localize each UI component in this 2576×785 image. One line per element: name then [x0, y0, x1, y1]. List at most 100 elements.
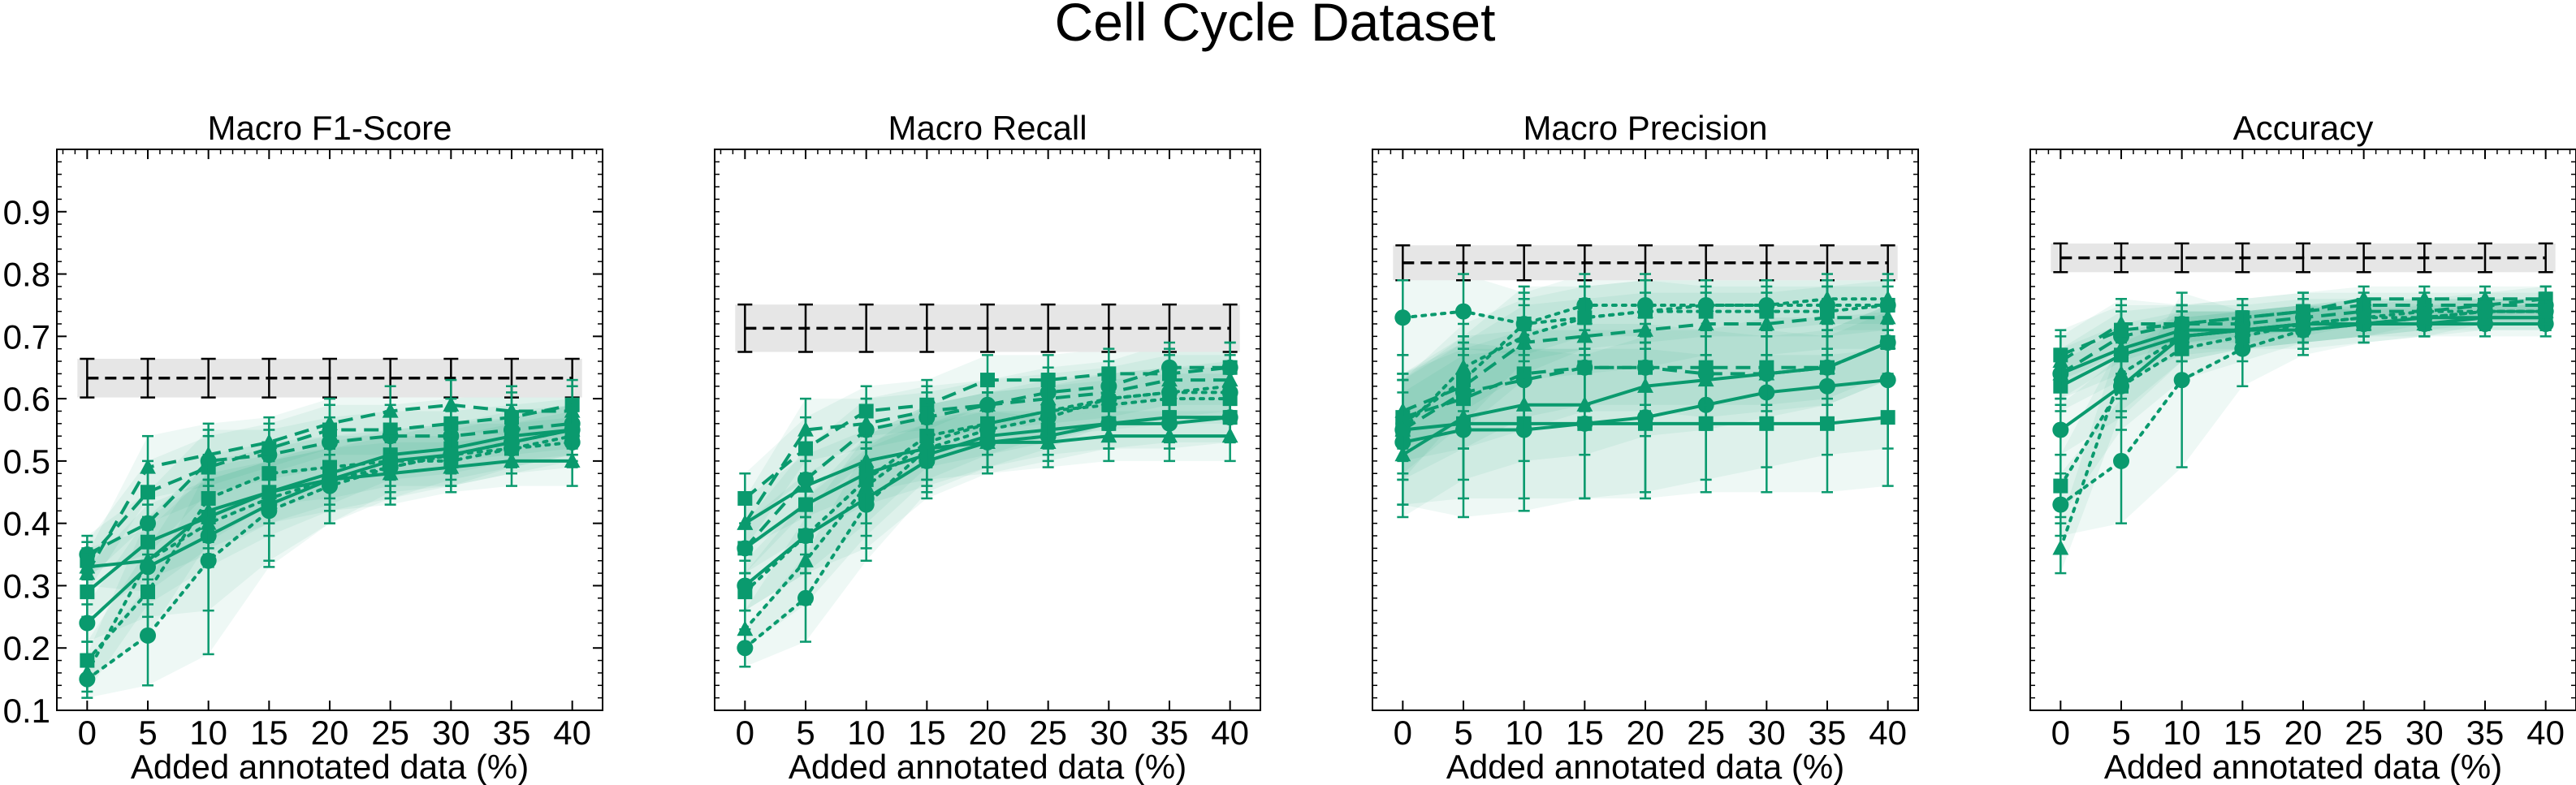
series-9: [2052, 298, 2554, 575]
series-marker: [2416, 290, 2433, 306]
series-marker: [2053, 478, 2068, 494]
series-marker: [1455, 303, 1472, 320]
x-tick-label: 5: [138, 714, 157, 752]
series-line: [743, 378, 1230, 524]
series-marker: [261, 433, 278, 449]
series-marker: [504, 402, 520, 418]
y-tick-label: 0.8: [3, 256, 50, 294]
x-tick-label: 10: [847, 714, 885, 752]
series-marker: [2052, 421, 2069, 438]
series-marker: [737, 620, 754, 636]
series-marker: [1221, 427, 1238, 443]
x-tick-label: 35: [1151, 714, 1189, 752]
series-marker: [261, 490, 278, 506]
series-marker: [140, 458, 156, 474]
x-tick-label: 10: [2163, 714, 2201, 752]
series-marker: [1515, 327, 1532, 343]
series-marker: [918, 433, 936, 449]
series-marker: [1161, 383, 1178, 399]
series-9: [79, 403, 581, 693]
series-marker: [2477, 302, 2493, 318]
series-marker: [979, 415, 996, 430]
series-marker: [1039, 402, 1057, 418]
x-tick-label: 20: [1627, 714, 1665, 752]
x-tick-label: 35: [2466, 714, 2505, 752]
x-axis-label: Added annotated data (%): [1446, 748, 1844, 785]
series-marker: [2295, 315, 2311, 331]
series-marker: [564, 421, 581, 437]
series-marker: [2416, 308, 2433, 325]
series-marker: [2173, 327, 2190, 343]
series-marker: [1455, 358, 1472, 374]
series-marker: [2113, 364, 2129, 381]
series-marker: [2052, 539, 2069, 555]
panel-title: Macro Precision: [1523, 109, 1767, 147]
x-tick-label: 30: [1090, 714, 1128, 752]
x-tick-label: 10: [1505, 714, 1543, 752]
series-marker: [797, 421, 814, 437]
series-marker: [2113, 315, 2129, 331]
y-tick-label: 0.6: [3, 380, 50, 418]
series-marker: [1758, 296, 1775, 313]
x-tick-label: 40: [2526, 714, 2565, 752]
series-9: [737, 360, 1238, 649]
y-tick-label: 0.9: [3, 193, 50, 231]
series-marker: [1820, 416, 1835, 431]
series-marker: [1100, 390, 1117, 406]
x-tick-label: 15: [908, 714, 946, 752]
x-tick-label: 5: [2111, 714, 2130, 752]
chart-panel-1: 0 5 10 15 20 25 30 35 40 0.1 0.2 0.3 0.4 0.5 0.6 0.7 0.8…: [3, 109, 603, 785]
series-marker: [2234, 321, 2251, 337]
y-tick-label: 0.4: [3, 505, 50, 543]
series-marker: [322, 415, 338, 430]
x-tick-label: 20: [2284, 714, 2323, 752]
y-tick-label: 0.3: [3, 567, 50, 605]
y-tick-label: 0.1: [3, 692, 50, 730]
series-marker: [2355, 290, 2372, 306]
series-line: [85, 434, 574, 662]
x-tick-label: 5: [796, 714, 815, 752]
series-marker: [443, 446, 460, 462]
series-marker: [79, 615, 96, 632]
x-tick-label: 0: [2051, 714, 2070, 752]
series-line: [2060, 297, 2546, 357]
x-tick-label: 15: [1566, 714, 1604, 752]
series-marker: [1637, 302, 1653, 318]
panels: 0 5 10 15 20 25 30 35 40 0.1 0.2 0.3 0.4 0.5 0.6 0.7 0.8…: [3, 109, 2576, 785]
x-tick-label: 0: [78, 714, 97, 752]
x-tick-label: 35: [493, 714, 531, 752]
series-marker: [200, 514, 217, 530]
x-tick-label: 25: [1687, 714, 1725, 752]
x-tick-label: 40: [553, 714, 591, 752]
x-tick-label: 25: [371, 714, 409, 752]
series-marker: [1697, 296, 1714, 313]
series-marker: [1880, 410, 1895, 425]
series-marker: [2537, 290, 2554, 306]
x-tick-label: 40: [1869, 714, 1907, 752]
series-marker: [200, 446, 217, 462]
x-tick-label: 0: [1394, 714, 1412, 752]
x-tick-label: 0: [736, 714, 754, 752]
x-tick-label: 30: [432, 714, 470, 752]
x-tick-label: 10: [189, 714, 227, 752]
series-line: [1401, 297, 1890, 432]
x-tick-label: 25: [1029, 714, 1067, 752]
series-marker: [1576, 308, 1593, 325]
x-tick-label: 40: [1211, 714, 1249, 752]
x-axis-label: Added annotated data (%): [789, 748, 1186, 785]
series-marker: [1221, 377, 1238, 393]
series-marker: [1161, 427, 1178, 443]
panel-title: Macro F1-Score: [207, 109, 452, 147]
x-tick-label: 30: [1748, 714, 1786, 752]
y-tick-label: 0.7: [3, 317, 50, 356]
chart-panel-3: 0 5 10 15 20 25 30 35 40 Macro Precision Added ann…: [1372, 109, 1919, 785]
series-marker: [1820, 360, 1835, 375]
x-tick-label: 25: [2345, 714, 2383, 752]
x-axis-label: Added annotated data (%): [2104, 748, 2502, 785]
figure-title: Cell Cycle Dataset: [1055, 0, 1496, 52]
x-tick-label: 35: [1809, 714, 1847, 752]
series-marker: [322, 471, 338, 487]
series-marker: [2477, 290, 2493, 306]
series-marker: [858, 415, 875, 430]
